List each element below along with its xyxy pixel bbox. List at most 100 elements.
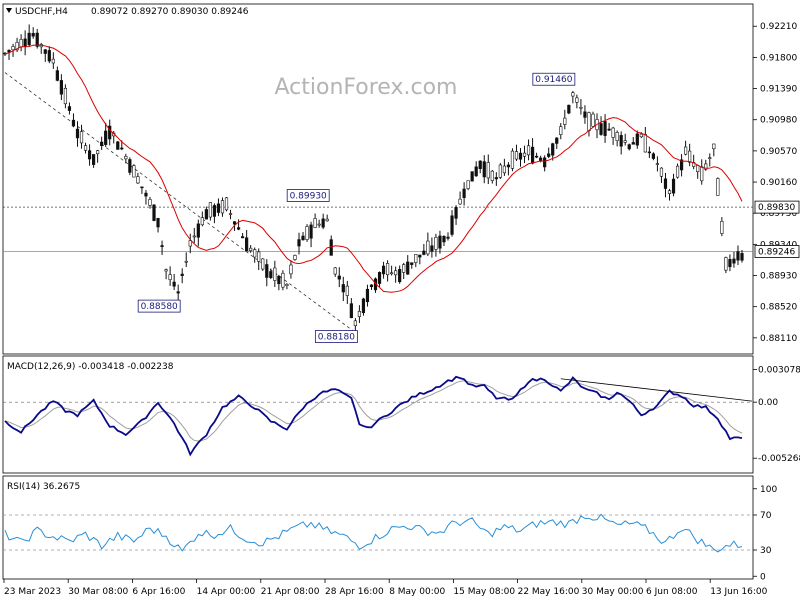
- candle-body: [241, 236, 245, 239]
- candle-body: [643, 134, 647, 153]
- candle-body: [518, 152, 523, 160]
- candle-body: [639, 133, 643, 138]
- ohlc-values: 0.89072 0.89270 0.89030 0.89246: [91, 7, 249, 17]
- candle-body: [571, 92, 575, 97]
- candle-body: [156, 217, 160, 228]
- candle-body: [321, 218, 325, 228]
- candle-body: [232, 221, 237, 225]
- candle-body: [204, 209, 208, 220]
- candle-body: [87, 150, 92, 160]
- candle-body: [390, 272, 394, 275]
- candle-body: [305, 226, 309, 240]
- candle-body: [671, 178, 676, 194]
- candle-body: [736, 251, 740, 261]
- candle-body: [535, 155, 539, 158]
- macd-panel-frame: [2, 355, 754, 474]
- candle-body: [7, 49, 11, 53]
- callout-label: 0.88580: [141, 302, 178, 312]
- time-tick-label: 15 May 08:00: [453, 587, 515, 597]
- candle-body: [555, 137, 559, 144]
- time-tick-label: 6 Apr 16:00: [132, 587, 185, 597]
- candle-body: [249, 247, 253, 252]
- candle-body: [83, 145, 88, 151]
- candle-body: [410, 262, 414, 265]
- price-value-box: [754, 245, 800, 258]
- candle-body: [377, 272, 382, 284]
- candle-body: [136, 176, 140, 184]
- candle-body: [313, 218, 317, 228]
- price-value-label: 0.89830: [758, 203, 795, 213]
- candle-body: [79, 131, 84, 144]
- rsi-tick-label: 30: [760, 546, 772, 556]
- rsi-tick-label: 100: [760, 485, 777, 495]
- candle-body: [603, 121, 607, 136]
- candle-body: [732, 258, 736, 264]
- candle-body: [470, 171, 474, 182]
- candle-body: [253, 249, 257, 258]
- candle-body: [510, 150, 515, 169]
- candle-body: [522, 152, 527, 157]
- candle-body: [277, 275, 281, 285]
- candle-body: [273, 267, 277, 281]
- candle-body: [224, 197, 229, 211]
- candle-body: [31, 33, 35, 37]
- candle-body: [655, 163, 660, 165]
- candle-body: [75, 128, 80, 139]
- price-layer: 0.89930 0.88580 0.88180 0.91460: [3, 24, 753, 343]
- candle-body: [607, 128, 611, 131]
- time-tick-label: 14 Apr 00:00: [197, 587, 256, 597]
- candle-body: [341, 284, 345, 293]
- candle-body: [679, 159, 684, 171]
- candle-body: [140, 186, 144, 189]
- candle-body: [289, 264, 293, 275]
- candle-body: [71, 119, 76, 127]
- callout-label: 0.89930: [290, 192, 327, 202]
- candle-body: [434, 236, 438, 250]
- candle-body: [398, 269, 402, 283]
- candle-body: [700, 166, 704, 182]
- candle-body: [551, 143, 555, 156]
- candle-body: [172, 281, 176, 287]
- candle-body: [43, 49, 47, 54]
- candle-body: [684, 146, 688, 155]
- candle-body: [128, 159, 132, 173]
- candle-body: [51, 58, 55, 64]
- candle-body: [442, 235, 446, 243]
- time-tick-label: 23 Mar 2023: [4, 587, 61, 597]
- candle-body: [675, 165, 680, 178]
- candle-body: [180, 273, 184, 276]
- price-tick-label: 0.88110: [760, 334, 797, 344]
- price-tick-label: 0.89750: [760, 209, 797, 219]
- candle-body: [696, 165, 700, 173]
- candle-body: [148, 199, 152, 206]
- candle-body: [100, 141, 104, 146]
- candle-body: [369, 284, 374, 288]
- candle-body: [59, 80, 63, 95]
- candle-body: [704, 163, 708, 170]
- macd-line: [4, 375, 743, 457]
- time-tick-label: 30 May 00:00: [582, 587, 644, 597]
- candle-body: [208, 202, 212, 218]
- candle-body: [514, 151, 519, 160]
- candle-body: [257, 251, 261, 262]
- moving-average-line: [4, 44, 743, 293]
- time-tick-label: 21 Apr 08:00: [261, 587, 320, 597]
- candle-body: [124, 156, 128, 160]
- macd-trendline: [560, 378, 753, 402]
- price-tick-label: 0.88930: [760, 272, 797, 282]
- candle-body: [200, 217, 204, 226]
- price-tick-label: 0.92210: [760, 22, 797, 32]
- candle-body: [712, 143, 716, 150]
- price-tick-label: 0.90570: [760, 147, 797, 157]
- candle-body: [361, 298, 366, 314]
- price-tick-label: 0.91800: [760, 53, 797, 63]
- time-tick-label: 28 Apr 16:00: [325, 587, 384, 597]
- candle-body: [108, 125, 112, 140]
- rsi-tick-label: 70: [760, 511, 772, 521]
- candle-body: [438, 235, 442, 249]
- candle-body: [293, 255, 297, 260]
- candle-body: [212, 205, 217, 217]
- candle-body: [659, 167, 664, 177]
- candle-body: [502, 165, 506, 174]
